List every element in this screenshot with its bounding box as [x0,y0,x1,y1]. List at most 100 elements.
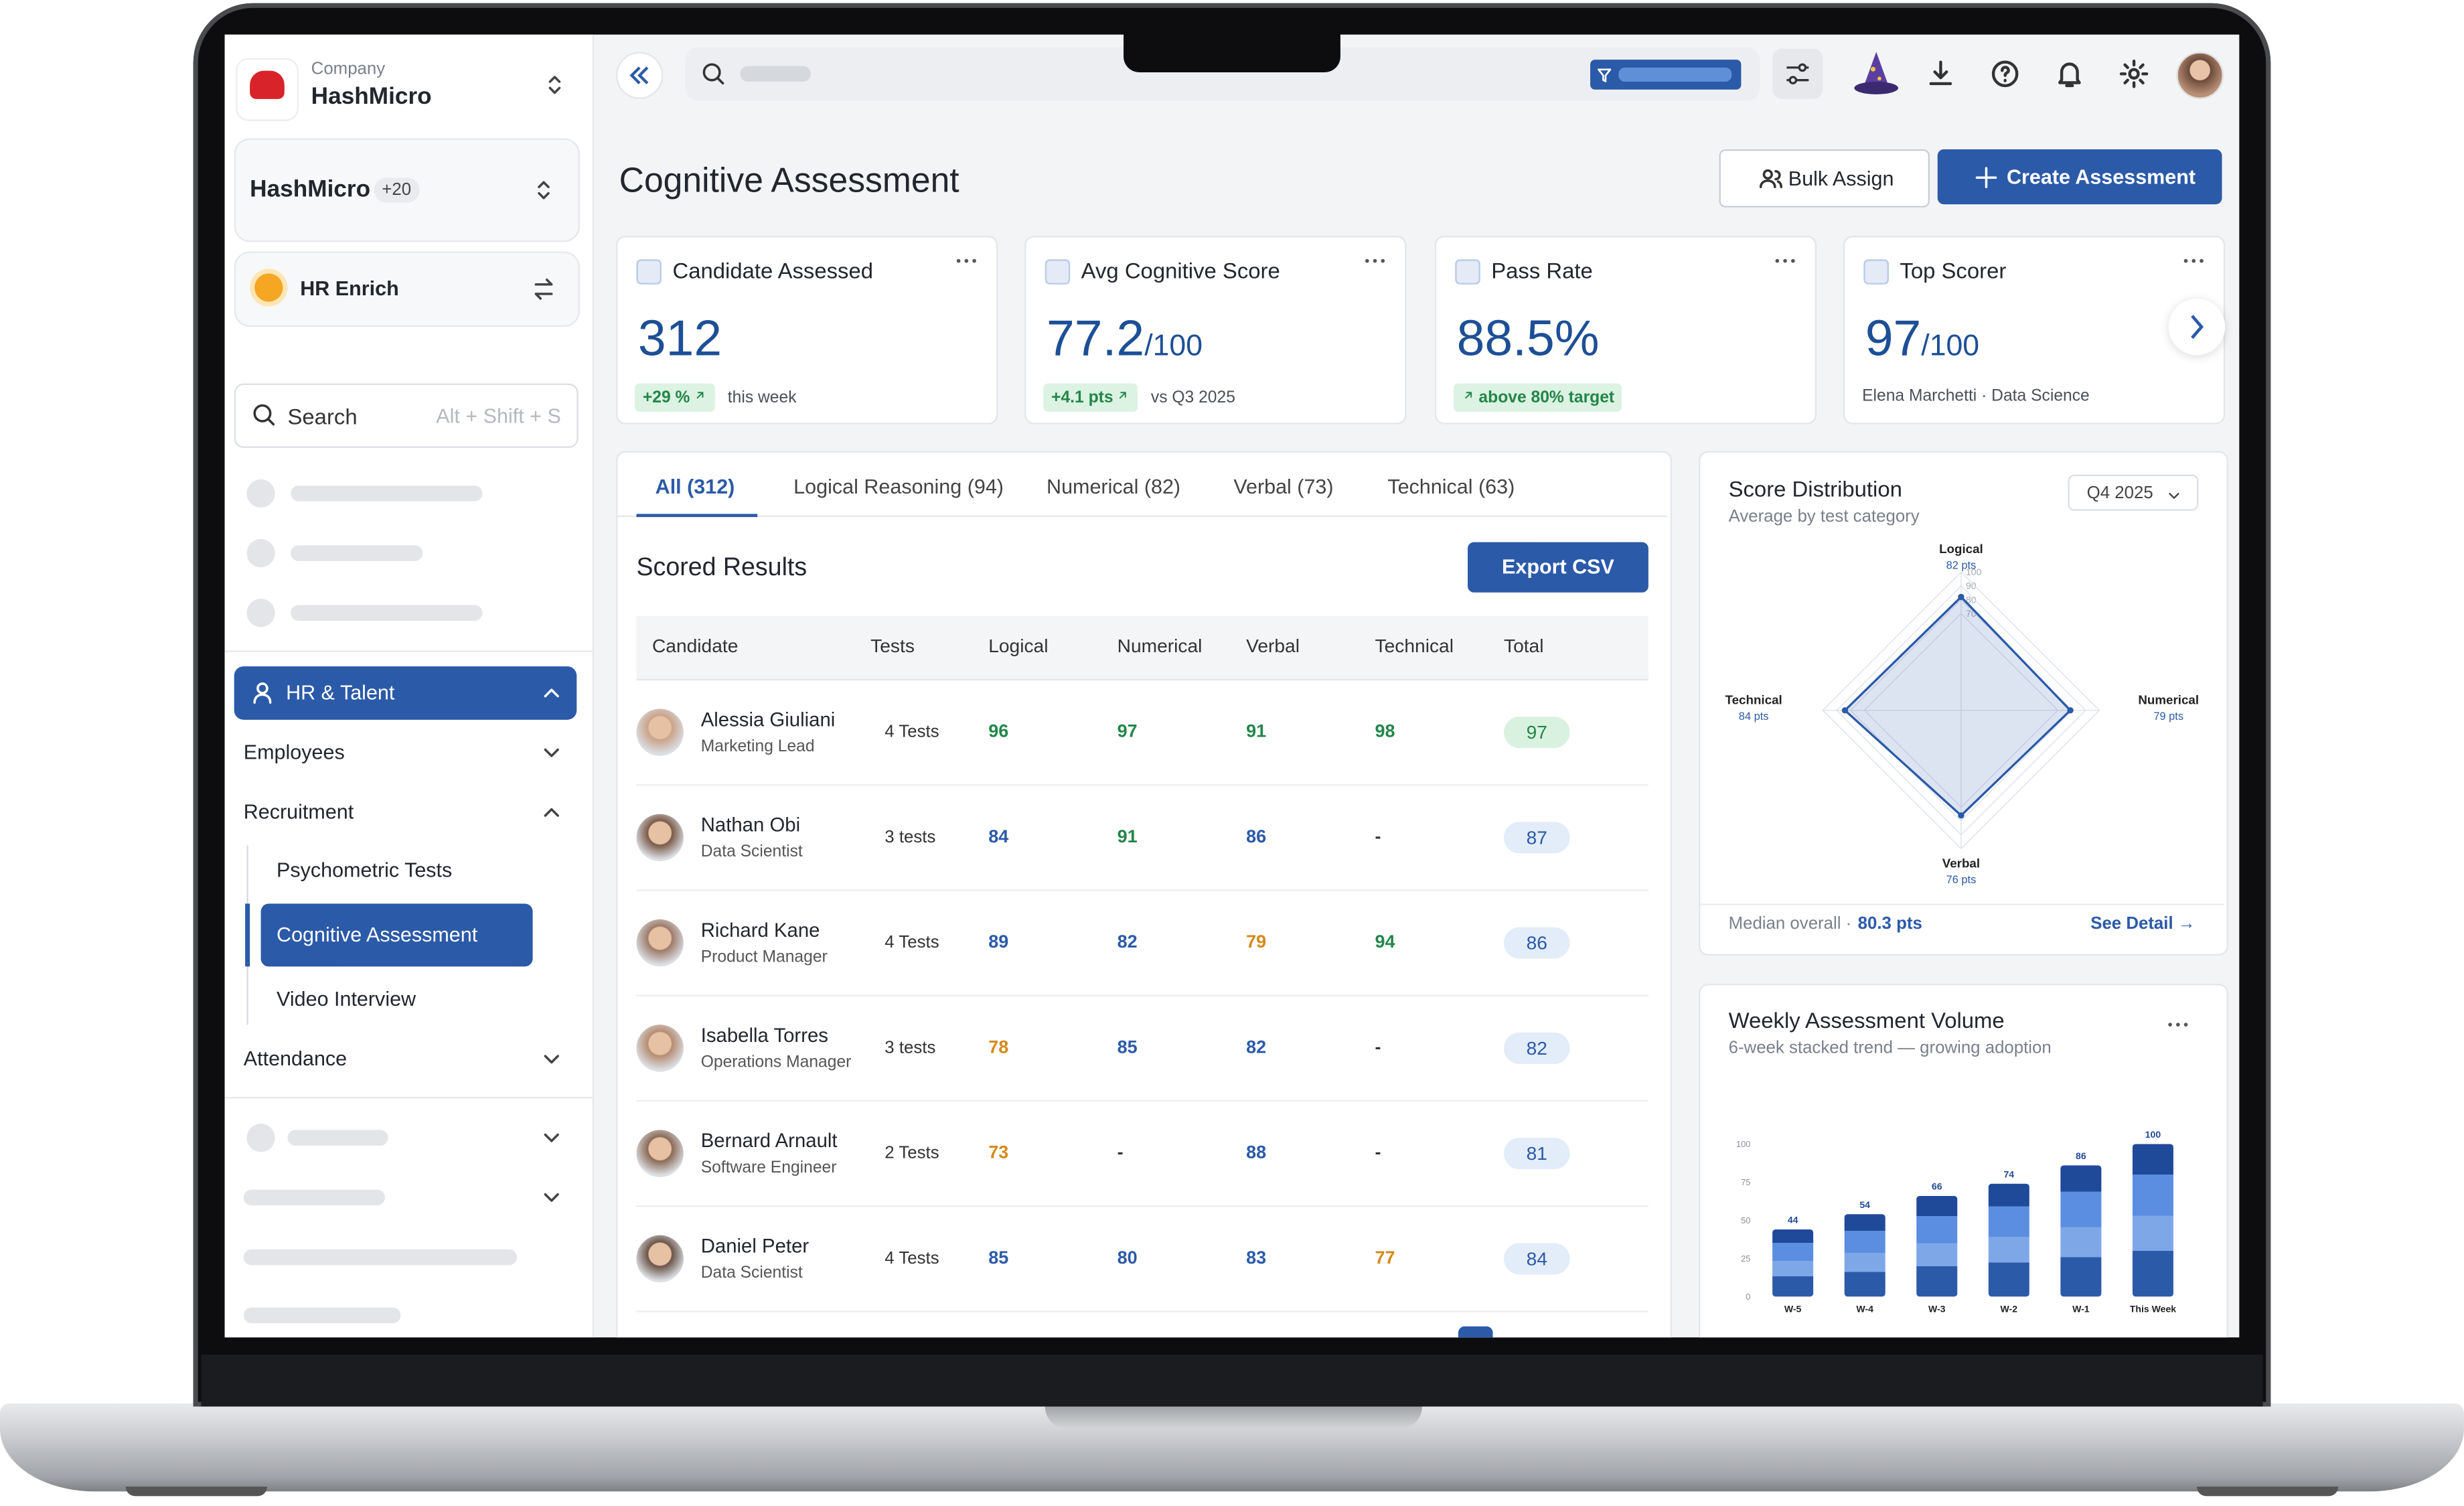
laptop-foot [125,1487,267,1497]
score-cell: - [1117,1144,1124,1163]
submenu-item-active[interactable]: Cognitive Assessment [260,903,533,967]
kpi-delta-pill: above 80% target [1453,383,1622,412]
tab-active[interactable]: All (312) [655,474,735,498]
download-button-glyph [1929,60,1952,86]
sliders-glyph [1786,63,1809,85]
submenu-item[interactable]: Video Interview [261,968,533,1031]
score-cell: 82 [1117,933,1138,953]
menu-toggle-glyph [544,1055,559,1064]
app-swap-glyph [534,278,553,300]
weekly-menu[interactable] [2167,1014,2189,1044]
candidate-avatar [636,919,684,967]
filter-chip[interactable] [1590,60,1742,90]
distribution-subtitle: Average by test category [1728,508,1920,527]
help-button[interactable] [1989,58,2021,98]
kpi-unit: /100 [1144,329,1203,364]
tab[interactable]: Numerical (82) [1047,474,1181,498]
submenu-item[interactable]: Psychometric Tests [261,839,533,902]
candidate-name[interactable]: Alessia Giuliani [700,708,836,731]
company-logo [236,58,299,121]
score-cell: 78 [988,1039,1009,1058]
tab[interactable]: Technical (63) [1387,474,1515,498]
page-title: Cognitive Assessment [619,160,959,200]
score-cell: 84 [988,828,1009,847]
menu-toggle [539,1047,564,1079]
placeholder-toggle [539,1185,564,1218]
dots [956,258,976,263]
score-cell: 91 [1246,723,1267,742]
download-button[interactable] [1925,58,1956,98]
score-cell: 85 [1117,1039,1138,1058]
row-divider [636,784,1648,786]
workspace-count: +20 [374,177,419,203]
kpi-menu[interactable] [955,250,978,278]
kpi-delta-pill: +29 % [635,383,716,412]
placeholder-dot [246,538,275,568]
placeholder-bar [243,1249,518,1266]
tab-divider [617,515,1668,518]
kpi-menu[interactable] [2183,250,2205,278]
kpi-next[interactable] [2168,298,2226,356]
total-badge: 97 [1503,717,1570,749]
settings-toggle[interactable] [1772,48,1823,99]
candidate-name[interactable]: Bernard Arnault [700,1130,838,1152]
score-cell: - [1375,828,1381,847]
candidate-name[interactable]: Isabella Torres [700,1025,828,1047]
create-button[interactable]: Create Assessment [1937,149,2222,205]
candidate-avatar [636,1130,684,1177]
see-detail-link[interactable]: See Detail → [2090,914,2196,934]
laptop-foot [2196,1487,2339,1497]
search-icon [252,402,277,435]
sidebar-search[interactable]: Search Alt + Shift + S [234,383,579,448]
export-button[interactable]: Export CSV [1468,542,1648,593]
delta-arrow-glyph [1465,392,1472,399]
submenu-label: Cognitive Assessment [277,922,478,946]
score-cell: 73 [988,1144,1009,1163]
workspace-switcher[interactable]: HashMicro +20 [234,138,581,242]
row-divider [636,1100,1648,1102]
score-cell: 77 [1375,1249,1395,1268]
notifications-button[interactable] [2054,58,2085,98]
tab[interactable]: Verbal (73) [1233,474,1334,498]
candidate-name[interactable]: Nathan Obi [700,814,801,836]
bulk-label: Bulk Assign [1788,166,1894,190]
help-button-glyph [1991,60,2019,88]
kpi-value-row: 77.2/100 [1047,307,1203,370]
next-glyph [2191,315,2204,340]
tab[interactable]: Logical Reasoning (94) [793,474,1004,498]
menu-item[interactable]: Recruitment [225,790,593,834]
kpi-foot: +4.1 pts vs Q3 2025 [1043,383,1235,412]
create-icon-glyph [1975,167,1997,189]
user-avatar[interactable] [2176,52,2224,99]
period-caret-glyph [2169,493,2179,499]
median-label: Median overall · [1728,914,1852,934]
kpi-menu[interactable] [1774,250,1796,278]
kpi-delta-pill: +4.1 pts [1043,383,1139,412]
section-header[interactable]: HR & Talent [234,666,577,720]
median-row: Median overall · 80.3 pts [1729,910,1922,938]
bulk-assign-button[interactable]: Bulk Assign [1719,149,1930,208]
period-select[interactable]: Q4 2025 [2068,474,2199,511]
menu-item[interactable]: Employees [225,731,593,775]
company-label: Company [311,60,386,79]
create-label: Create Assessment [2006,165,2196,189]
candidate-role: Data Scientist [700,1263,803,1283]
assistant-icon[interactable] [1853,49,1900,96]
settings-button[interactable] [2119,58,2150,98]
section-label: HR & Talent [286,680,395,704]
candidate-name[interactable]: Richard Kane [700,919,820,942]
candidate-name[interactable]: Daniel Peter [700,1235,810,1258]
app-switcher[interactable]: HR Enrich [234,251,581,327]
search-icon [701,62,726,94]
settings-button-glyph [2119,60,2149,88]
placeholder-bar [291,605,483,621]
screen: Company HashMicro HashMicro +20 HR Enrich Sea… [224,34,2240,1338]
row-divider [636,1205,1648,1207]
score-cell: 80 [1117,1249,1138,1268]
section-icon [250,680,275,713]
total-badge: 82 [1503,1032,1570,1064]
delta-arrow [1116,384,1130,412]
kpi-menu[interactable] [1364,250,1386,278]
collapse-button[interactable] [615,52,664,99]
menu-item[interactable]: Attendance [225,1037,593,1081]
